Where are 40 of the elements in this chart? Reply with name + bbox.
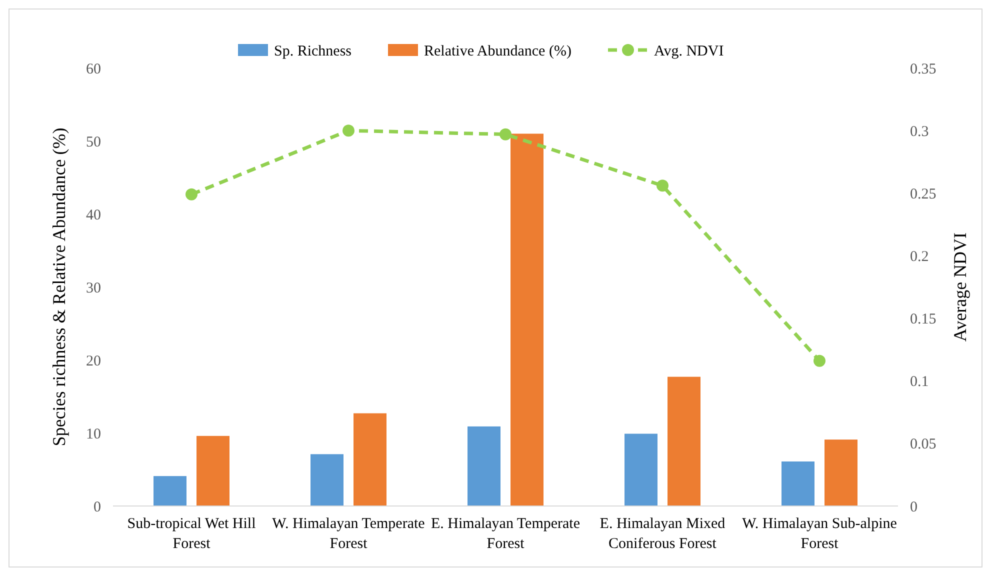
point xyxy=(186,188,198,200)
y-tick-label: 40 xyxy=(86,207,101,224)
y2-tick-label: 0.1 xyxy=(910,374,929,390)
x-tick-label: W. Himalayan Temperate Forest xyxy=(272,516,426,552)
x-tick-label: E. Himalayan Temperate Forest xyxy=(430,516,580,552)
bar xyxy=(510,134,544,506)
legend-label: Avg. NDVI xyxy=(654,43,724,60)
y-tick-label: 30 xyxy=(86,280,101,296)
y2-axis-title: Average NDVI xyxy=(950,232,970,342)
x-tick-label: W. Himalayan Sub-alpine Forest xyxy=(742,516,898,552)
bar xyxy=(824,440,858,506)
y-tick-label: 60 xyxy=(86,61,101,78)
point xyxy=(814,354,826,367)
y-tick-label: 0 xyxy=(94,499,101,516)
y-tick-label: 20 xyxy=(86,353,101,370)
bar xyxy=(310,454,344,506)
x-tick-label: E. Himalayan Mixed Coniferous Forest xyxy=(600,516,726,552)
point xyxy=(342,124,354,137)
bar xyxy=(668,376,700,506)
y2-tick-label: 0.05 xyxy=(910,436,936,453)
y2-tick-label: 0.15 xyxy=(910,312,936,328)
point xyxy=(500,128,512,140)
bar xyxy=(624,434,658,506)
bar xyxy=(354,413,386,506)
y2-tick-label: 0.2 xyxy=(910,248,929,265)
bar xyxy=(468,426,500,506)
bar xyxy=(154,476,186,506)
legend-label: Sp. Richness xyxy=(274,43,352,60)
y2-tick-label: 0.3 xyxy=(910,124,929,140)
y2-tick-label: 0.35 xyxy=(910,61,936,78)
bar xyxy=(196,436,230,506)
bar xyxy=(782,461,814,506)
y-axis-title: Species richness & Relative Abundance (%) xyxy=(49,128,69,446)
y-tick-label: 50 xyxy=(86,134,101,150)
y-tick-label: 10 xyxy=(86,426,101,442)
x-tick-label: Sub-tropical Wet Hill Forest xyxy=(127,516,256,552)
y2-tick-label: 0 xyxy=(910,499,918,516)
point xyxy=(656,180,668,192)
legend-label: Relative Abundance (%) xyxy=(424,43,572,60)
y2-tick-label: 0.25 xyxy=(910,186,936,202)
